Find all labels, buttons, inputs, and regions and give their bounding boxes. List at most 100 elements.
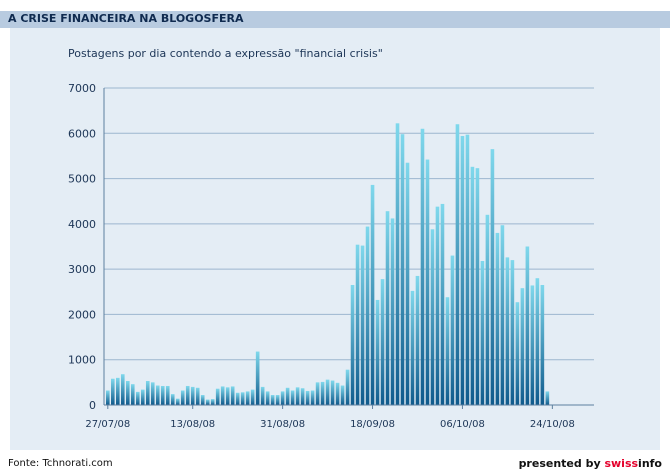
- bar: [125, 381, 130, 405]
- bar: [330, 380, 335, 405]
- x-tick-label: 31/08/08: [260, 419, 305, 430]
- bar: [455, 124, 460, 405]
- bar: [250, 389, 255, 405]
- bar: [525, 246, 530, 405]
- y-tick-label: 0: [89, 399, 96, 412]
- x-tick-label: 24/10/08: [530, 419, 575, 430]
- bar: [345, 369, 350, 405]
- bar: [305, 390, 310, 405]
- bar: [320, 381, 325, 405]
- chart-title: Postagens por dia contendo a expressão "…: [68, 47, 383, 60]
- bar: [460, 136, 465, 405]
- bar: [505, 257, 510, 405]
- credit-prefix: presented by: [518, 457, 605, 470]
- bar: [390, 218, 395, 405]
- page-title: A CRISE FINANCEIRA NA BLOGOSFERA: [8, 12, 244, 25]
- bar: [200, 395, 205, 405]
- bar: [490, 149, 495, 405]
- bar: [230, 386, 235, 405]
- bar: [360, 245, 365, 405]
- x-tick-label: 18/09/08: [350, 419, 395, 430]
- bar: [500, 225, 505, 405]
- bar: [270, 395, 275, 405]
- bar: [410, 290, 415, 405]
- y-tick-label: 4000: [68, 218, 96, 231]
- bar: [175, 398, 180, 405]
- bar: [315, 382, 320, 405]
- bar: [106, 390, 110, 405]
- bar: [150, 382, 155, 405]
- bar: [495, 232, 500, 405]
- bar: [285, 387, 290, 405]
- bar: [160, 385, 165, 405]
- bar: [205, 399, 210, 405]
- bar: [185, 385, 190, 405]
- bar: [350, 284, 355, 405]
- y-tick-label: 6000: [68, 127, 96, 140]
- y-tick-label: 2000: [68, 308, 96, 321]
- bar: [475, 168, 480, 405]
- bar: [480, 260, 485, 405]
- bar: [111, 378, 115, 405]
- bar: [195, 387, 200, 405]
- bar: [340, 385, 345, 405]
- bar: [430, 229, 435, 405]
- bar: [310, 390, 315, 405]
- bar: [115, 377, 120, 405]
- bar: [275, 395, 280, 405]
- bar: [375, 299, 380, 405]
- bar: [405, 162, 410, 405]
- header-band: [0, 11, 670, 28]
- bar: [280, 391, 285, 405]
- bar: [485, 214, 490, 405]
- bar: [395, 123, 400, 405]
- bar: [365, 226, 370, 405]
- bar: [470, 166, 475, 405]
- bar: [370, 184, 375, 405]
- bar: [255, 351, 260, 405]
- x-tick-label: 06/10/08: [440, 419, 485, 430]
- bar: [325, 379, 330, 405]
- bar: [400, 134, 405, 405]
- brand-logo-part-2: info: [638, 457, 662, 470]
- bar: [465, 134, 470, 405]
- bar: [545, 391, 550, 405]
- bar: [445, 297, 450, 405]
- bar: [265, 391, 270, 405]
- bar: [530, 285, 535, 405]
- bar: [240, 392, 245, 405]
- y-tick-label: 1000: [68, 354, 96, 367]
- bar: [420, 128, 425, 405]
- bar: [245, 391, 250, 405]
- bar: [440, 203, 445, 405]
- brand-logo-part-1: swiss: [604, 457, 639, 470]
- bar: [145, 381, 150, 405]
- bar: [135, 391, 140, 405]
- bar: [300, 388, 305, 405]
- bar: [425, 159, 430, 405]
- bar: [435, 206, 440, 405]
- y-tick-label: 5000: [68, 173, 96, 186]
- bar: [385, 211, 390, 405]
- bar: [335, 382, 340, 405]
- x-tick-label: 27/07/08: [85, 419, 130, 430]
- bar: [540, 284, 545, 405]
- bar: [225, 387, 230, 405]
- bar: [180, 390, 185, 405]
- credit-note: presented by swissinfo: [519, 457, 662, 470]
- bar: [355, 244, 360, 405]
- bar: [415, 275, 420, 405]
- bar: [120, 374, 125, 405]
- bar: [260, 386, 265, 405]
- bar: [155, 385, 160, 405]
- bar: [215, 388, 220, 405]
- bar: [510, 260, 515, 405]
- y-tick-label: 3000: [68, 263, 96, 276]
- bar: [130, 384, 135, 405]
- bar: [520, 288, 525, 405]
- bar: [380, 279, 385, 405]
- source-note: Fonte: Tchnorati.com: [8, 458, 113, 469]
- bar: [210, 399, 215, 405]
- x-tick-label: 13/08/08: [170, 419, 215, 430]
